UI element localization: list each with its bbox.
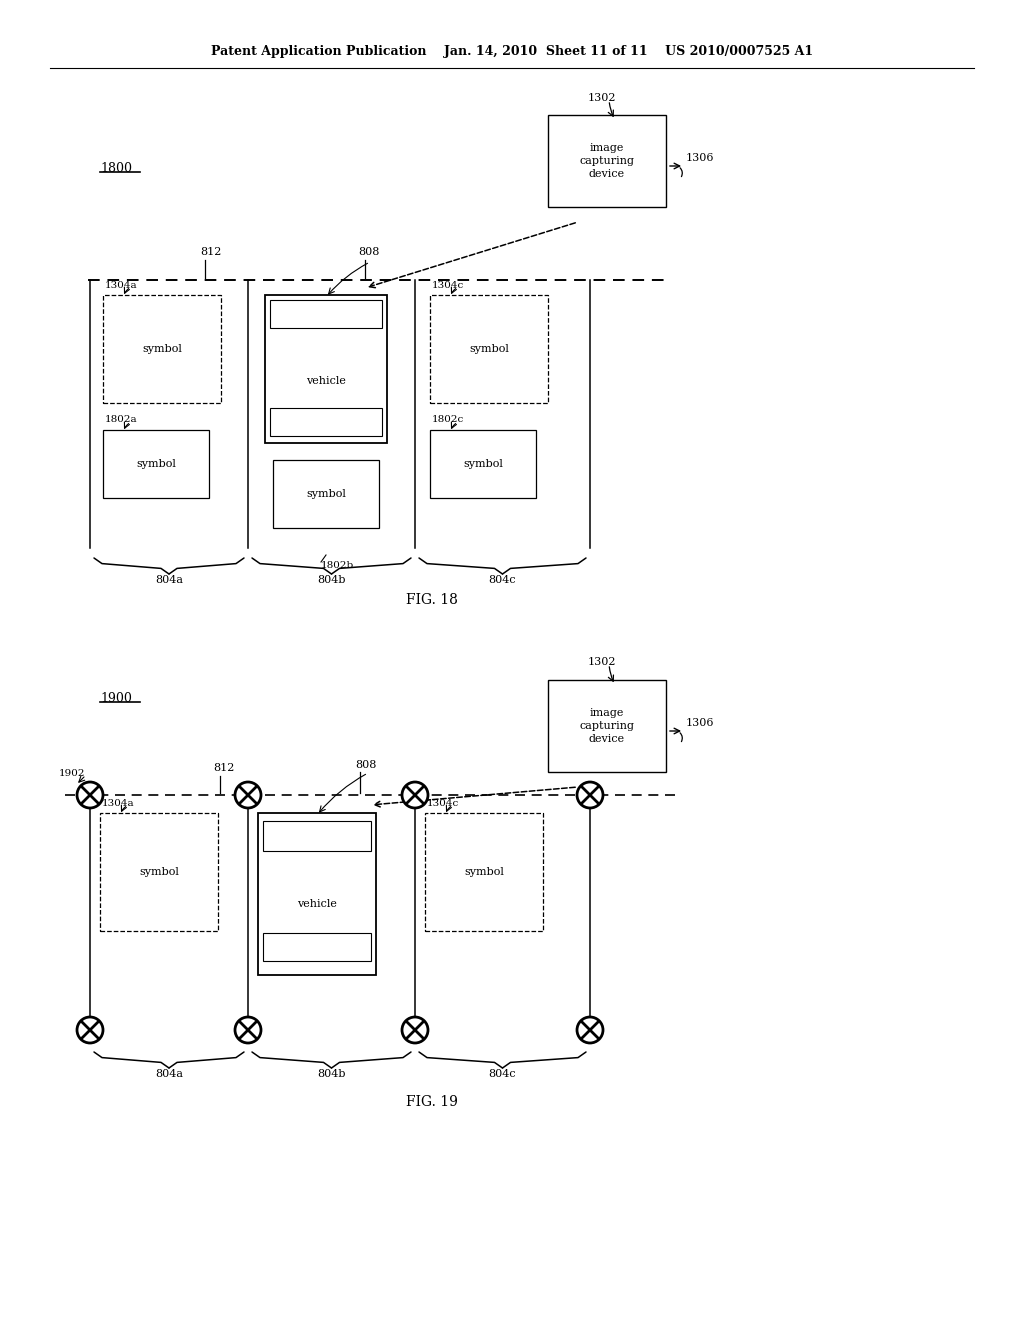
Circle shape [234, 781, 261, 808]
Bar [425, 813, 543, 931]
Circle shape [77, 781, 103, 808]
Text: FIG. 19: FIG. 19 [407, 1096, 458, 1109]
Text: 804a: 804a [155, 576, 183, 585]
Circle shape [234, 1016, 261, 1043]
Bar [103, 430, 209, 498]
Text: Patent Application Publication    Jan. 14, 2010  Sheet 11 of 11    US 2010/00075: Patent Application Publication Jan. 14, … [211, 45, 813, 58]
Text: 1800: 1800 [100, 161, 132, 174]
Text: symbol: symbol [136, 459, 176, 469]
Text: 1802c: 1802c [432, 416, 464, 425]
Text: 804c: 804c [488, 1069, 516, 1078]
Bar [270, 408, 382, 436]
Text: FIG. 18: FIG. 18 [407, 593, 458, 607]
Text: 1900: 1900 [100, 692, 132, 705]
Text: symbol: symbol [306, 488, 346, 499]
Text: symbol: symbol [463, 459, 503, 469]
Bar [265, 294, 387, 444]
Text: 808: 808 [355, 760, 377, 770]
Bar [273, 459, 379, 528]
Bar [263, 821, 371, 851]
Text: 1302: 1302 [588, 657, 616, 667]
Text: 804b: 804b [317, 1069, 346, 1078]
Bar [430, 294, 548, 403]
Text: symbol: symbol [142, 345, 182, 354]
Text: image
capturing
device: image capturing device [580, 708, 635, 744]
Circle shape [577, 1016, 603, 1043]
Circle shape [402, 781, 428, 808]
Text: 812: 812 [213, 763, 234, 774]
Text: 1802b: 1802b [321, 561, 354, 569]
Circle shape [402, 1016, 428, 1043]
Text: 804c: 804c [488, 576, 516, 585]
Text: symbol: symbol [464, 867, 504, 876]
Text: 1304c: 1304c [432, 281, 464, 289]
Circle shape [77, 1016, 103, 1043]
Text: 1902: 1902 [58, 768, 85, 777]
Bar [100, 813, 218, 931]
Text: 1304c: 1304c [427, 799, 459, 808]
Text: vehicle: vehicle [306, 376, 346, 385]
Text: 804a: 804a [155, 1069, 183, 1078]
Text: 804b: 804b [317, 576, 346, 585]
Text: 1302: 1302 [588, 92, 616, 103]
Bar [430, 430, 536, 498]
Bar [263, 933, 371, 961]
Bar [103, 294, 221, 403]
Text: symbol: symbol [139, 867, 179, 876]
Text: symbol: symbol [469, 345, 509, 354]
Bar [548, 115, 666, 207]
Text: 808: 808 [358, 247, 379, 257]
Text: 1306: 1306 [686, 718, 715, 729]
Circle shape [577, 781, 603, 808]
Text: 1306: 1306 [686, 153, 715, 162]
Text: image
capturing
device: image capturing device [580, 143, 635, 180]
Bar [258, 813, 376, 975]
Text: vehicle: vehicle [297, 899, 337, 909]
Text: 1304a: 1304a [105, 281, 137, 289]
Bar [548, 680, 666, 772]
Text: 1802a: 1802a [105, 416, 137, 425]
Text: 812: 812 [200, 247, 221, 257]
Bar [270, 300, 382, 327]
Text: 1304a: 1304a [102, 799, 134, 808]
